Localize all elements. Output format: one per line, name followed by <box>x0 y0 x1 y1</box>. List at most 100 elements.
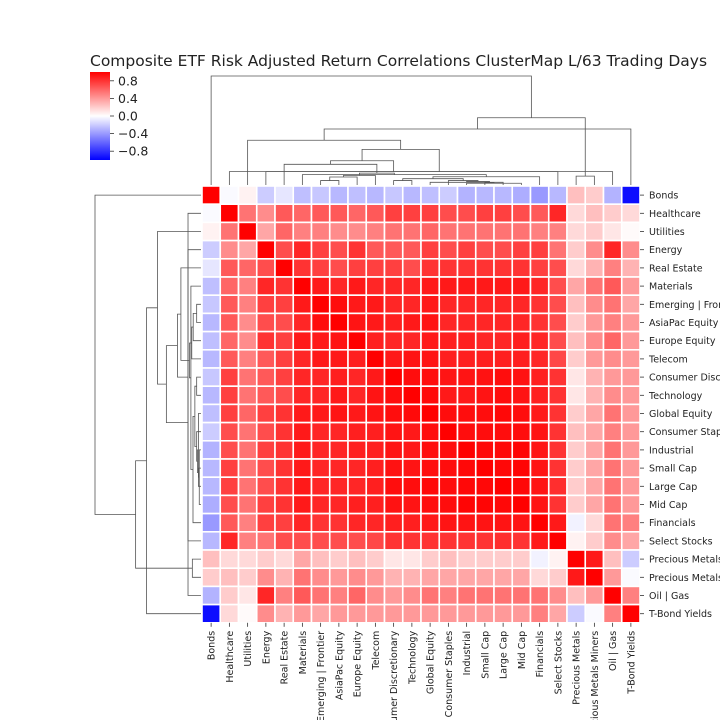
heatmap-cell-oil-gas-precious-metals <box>566 585 587 606</box>
heatmap-cell-oil-gas-financials <box>529 585 550 606</box>
col-dendrogram-link <box>330 160 395 172</box>
heatmap-cell-oil-gas-consumer-discretionary <box>383 585 404 606</box>
heatmap-cell-industrial-consumer-staples <box>438 439 459 460</box>
heatmap-cell-asiapac-equity-healthcare <box>219 312 240 333</box>
heatmap-cell-technology-select-stocks <box>547 385 568 406</box>
heatmap-cell-energy-materials <box>292 239 313 260</box>
heatmap-cell-technology-consumer-staples <box>438 385 459 406</box>
heatmap-cell-t-bond-yields-precious-metals-miners <box>584 603 605 624</box>
heatmap-cell-precious-metals-industrial <box>456 549 477 570</box>
heatmap-cell-real-estate-telecom <box>365 257 386 278</box>
heatmap-cell-real-estate-asiapac-equity <box>328 257 349 278</box>
heatmap-cell-mid-cap-technology <box>401 494 422 515</box>
heatmap-cell-financials-precious-metals <box>566 512 587 533</box>
heatmap-cell-telecom-energy <box>255 348 276 369</box>
heatmap-cell-small-cap-real-estate <box>274 458 295 479</box>
heatmap-cell-healthcare-telecom <box>365 203 386 224</box>
col-label-financials: Financials <box>535 631 546 678</box>
col-dendrogram-link <box>210 75 532 185</box>
col-label-asiapac-equity: AsiaPac Equity <box>334 630 345 700</box>
heatmap-cell-oil-gas-mid-cap <box>511 585 532 606</box>
heatmap-cell-consumer-discretionary-telecom <box>365 367 386 388</box>
heatmap-cell-europe-equity-large-cap <box>493 330 514 351</box>
heatmap-cell-precious-metals-miners-small-cap <box>474 567 495 588</box>
heatmap-cell-precious-metals-consumer-discretionary <box>383 549 404 570</box>
heatmap-cell-global-equity-bonds <box>201 403 222 424</box>
heatmap-cell-oil-gas-emerging-frontier <box>310 585 331 606</box>
heatmap-cell-telecom-global-equity <box>420 348 441 369</box>
heatmap-cell-asiapac-equity-financials <box>529 312 550 333</box>
heatmap-cell-real-estate-emerging-frontier <box>310 257 331 278</box>
col-label-bonds: Bonds <box>207 631 218 660</box>
heatmap-cell-precious-metals-technology <box>401 549 422 570</box>
heatmap-cell-precious-metals-miners-oil-gas <box>602 567 623 588</box>
heatmap-cell-utilities-telecom <box>365 221 386 242</box>
heatmap-cell-utilities-healthcare <box>219 221 240 242</box>
heatmap-cell-mid-cap-consumer-discretionary <box>383 494 404 515</box>
heatmap-cell-energy-large-cap <box>493 239 514 260</box>
heatmap-cell-bonds-global-equity <box>420 185 441 206</box>
heatmap-cell-select-stocks-emerging-frontier <box>310 530 331 551</box>
heatmap-cell-select-stocks-precious-metals <box>566 530 587 551</box>
heatmap-cell-energy-utilities <box>237 239 258 260</box>
heatmap-cell-bonds-oil-gas <box>602 185 623 206</box>
row-label-mid-cap: Mid Cap <box>649 500 687 511</box>
heatmap-cell-global-equity-technology <box>401 403 422 424</box>
heatmap-cell-consumer-discretionary-large-cap <box>493 367 514 388</box>
heatmap-cell-materials-asiapac-equity <box>328 276 349 297</box>
heatmap-cell-europe-equity-healthcare <box>219 330 240 351</box>
heatmap-cell-small-cap-emerging-frontier <box>310 458 331 479</box>
heatmap-cell-telecom-oil-gas <box>602 348 623 369</box>
heatmap-cell-precious-metals-emerging-frontier <box>310 549 331 570</box>
heatmap-cell-financials-real-estate <box>274 512 295 533</box>
heatmap-cell-healthcare-precious-metals <box>566 203 587 224</box>
col-label-select-stocks: Select Stocks <box>553 631 564 695</box>
heatmap-cell-oil-gas-asiapac-equity <box>328 585 349 606</box>
col-label-europe-equity: Europe Equity <box>353 630 364 697</box>
heatmap-cell-bonds-materials <box>292 185 313 206</box>
heatmap-cell-asiapac-equity-select-stocks <box>547 312 568 333</box>
heatmap-cell-technology-global-equity <box>420 385 441 406</box>
heatmap-cell-mid-cap-bonds <box>201 494 222 515</box>
heatmap-cell-t-bond-yields-europe-equity <box>347 603 368 624</box>
row-label-asiapac-equity: AsiaPac Equity <box>649 318 719 329</box>
heatmap-cell-technology-precious-metals-miners <box>584 385 605 406</box>
heatmap-cell-small-cap-energy <box>255 458 276 479</box>
heatmap-cell-technology-emerging-frontier <box>310 385 331 406</box>
heatmap-cell-emerging-frontier-utilities <box>237 294 258 315</box>
chart-title: Composite ETF Risk Adjusted Return Corre… <box>90 52 708 70</box>
heatmap-cell-select-stocks-large-cap <box>493 530 514 551</box>
col-label-t-bond-yields: T-Bond Yields <box>626 631 637 695</box>
heatmap-cell-mid-cap-healthcare <box>219 494 240 515</box>
heatmap-cell-asiapac-equity-technology <box>401 312 422 333</box>
heatmap-cell-healthcare-select-stocks <box>547 203 568 224</box>
heatmap-cell-materials-materials <box>292 276 313 297</box>
heatmap-cell-large-cap-healthcare <box>219 476 240 497</box>
heatmap-cell-global-equity-asiapac-equity <box>328 403 349 424</box>
heatmap-cell-bonds-emerging-frontier <box>310 185 331 206</box>
heatmap-cell-energy-select-stocks <box>547 239 568 260</box>
heatmap-cell-energy-mid-cap <box>511 239 532 260</box>
heatmap-cell-small-cap-precious-metals <box>566 458 587 479</box>
row-dendrogram-link <box>198 449 201 505</box>
heatmap-cell-consumer-staples-select-stocks <box>547 421 568 442</box>
heatmap-cell-real-estate-consumer-staples <box>438 257 459 278</box>
heatmap-cell-t-bond-yields-mid-cap <box>511 603 532 624</box>
heatmap-cell-europe-equity-utilities <box>237 330 258 351</box>
heatmap-cell-energy-oil-gas <box>602 239 623 260</box>
row-label-utilities: Utilities <box>649 227 685 238</box>
heatmap-cell-consumer-staples-oil-gas <box>602 421 623 442</box>
heatmap-cell-asiapac-equity-global-equity <box>420 312 441 333</box>
heatmap-cell-technology-asiapac-equity <box>328 385 349 406</box>
heatmap-cell-consumer-staples-financials <box>529 421 550 442</box>
heatmap-cell-consumer-discretionary-industrial <box>456 367 477 388</box>
colorbar: 0.8 0.4 0.0 −0.4 −0.8 <box>90 72 148 160</box>
heatmap-cell-mid-cap-real-estate <box>274 494 295 515</box>
row-label-healthcare: Healthcare <box>649 209 701 220</box>
heatmap-cell-emerging-frontier-large-cap <box>493 294 514 315</box>
heatmap-cell-global-equity-industrial <box>456 403 477 424</box>
heatmap-cell-global-equity-energy <box>255 403 276 424</box>
col-label-materials: Materials <box>298 631 309 675</box>
heatmap-cell-precious-metals-miners-precious-metals <box>566 567 587 588</box>
